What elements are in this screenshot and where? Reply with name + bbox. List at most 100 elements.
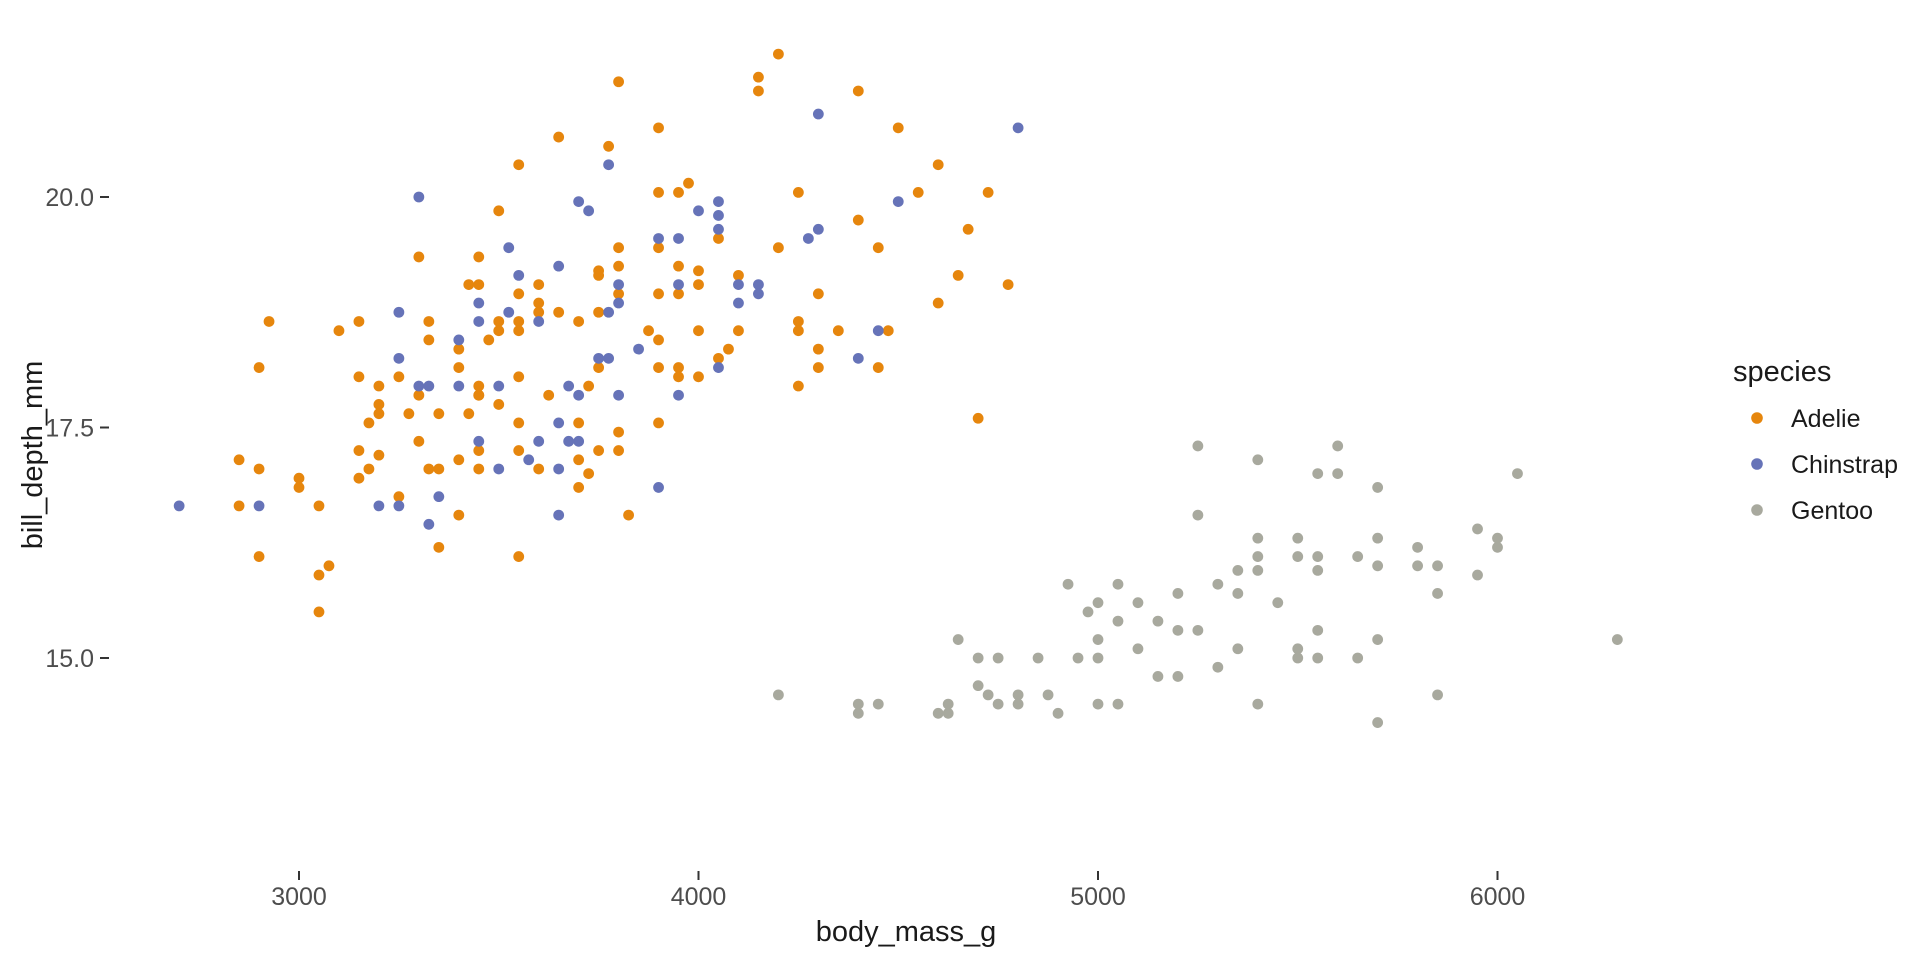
data-point-chinstrap: [633, 343, 644, 355]
data-point-adelie: [333, 325, 345, 337]
data-point-adelie: [653, 186, 664, 198]
data-point-chinstrap: [613, 297, 624, 309]
x-axis: 3000 4000 5000 6000 body_mass_g: [271, 871, 1525, 948]
data-point-adelie: [513, 316, 525, 327]
data-point-gentoo: [1092, 652, 1104, 664]
data-point-adelie: [513, 445, 525, 456]
y-tick-label: 15.0: [45, 645, 94, 673]
data-point-adelie: [972, 412, 984, 424]
data-point-adelie: [773, 48, 784, 60]
data-point-adelie: [423, 316, 435, 327]
data-point-chinstrap: [533, 316, 545, 327]
y-tick: 20.0: [45, 184, 109, 212]
data-point-chinstrap: [503, 306, 515, 318]
data-point-chinstrap: [553, 509, 565, 521]
data-point-gentoo: [1372, 634, 1384, 645]
data-point-gentoo: [1312, 652, 1324, 664]
data-point-adelie: [952, 269, 964, 281]
data-point-chinstrap: [393, 500, 405, 512]
data-point-adelie: [493, 316, 505, 327]
data-point-adelie: [693, 325, 704, 337]
data-point-chinstrap: [653, 233, 664, 244]
data-point-chinstrap: [802, 233, 814, 244]
data-point-gentoo: [1092, 597, 1104, 609]
data-point-gentoo: [1062, 578, 1074, 590]
data-point-gentoo: [1132, 597, 1144, 609]
data-point-gentoo: [952, 634, 964, 645]
y-axis-title: bill_depth_mm: [17, 361, 49, 550]
data-point-gentoo: [1312, 624, 1324, 636]
data-point-chinstrap: [413, 191, 425, 203]
data-point-adelie: [653, 362, 664, 373]
data-point-adelie: [673, 288, 684, 300]
data-point-adelie: [653, 417, 664, 429]
data-point-gentoo: [1232, 643, 1244, 655]
data-point-gentoo: [1212, 661, 1224, 673]
data-point-gentoo: [942, 707, 954, 719]
x-tick: 4000: [671, 871, 726, 911]
data-point-chinstrap: [653, 482, 664, 493]
data-point-chinstrap: [563, 435, 575, 447]
data-point-gentoo: [852, 707, 864, 719]
data-point-adelie: [593, 362, 605, 373]
data-point-adelie: [323, 560, 335, 572]
data-point-adelie: [373, 380, 385, 392]
legend-dot-gentoo: [1751, 504, 1763, 516]
data-point-adelie: [693, 279, 704, 290]
data-point-gentoo: [1332, 468, 1344, 479]
data-point-adelie: [533, 463, 545, 475]
data-point-chinstrap: [852, 352, 864, 364]
data-point-adelie: [453, 343, 465, 355]
data-point-adelie: [693, 371, 704, 383]
data-point-adelie: [593, 445, 605, 456]
data-point-adelie: [373, 399, 385, 410]
data-point-adelie: [852, 85, 864, 97]
data-point-adelie: [653, 334, 664, 346]
data-point-adelie: [613, 445, 624, 456]
data-point-gentoo: [942, 698, 954, 710]
data-point-chinstrap: [573, 196, 585, 208]
data-point-gentoo: [972, 652, 984, 664]
data-point-chinstrap: [473, 316, 485, 327]
data-point-chinstrap: [173, 500, 185, 512]
data-point-chinstrap: [503, 242, 515, 254]
data-point-chinstrap: [493, 463, 505, 475]
data-point-adelie: [653, 122, 664, 134]
data-point-gentoo: [1372, 717, 1384, 728]
data-point-adelie: [643, 325, 654, 337]
data-point-adelie: [713, 352, 724, 364]
data-point-adelie: [233, 500, 245, 512]
data-point-adelie: [653, 288, 664, 300]
data-point-gentoo: [1012, 689, 1024, 701]
legend-title: species: [1733, 356, 1831, 388]
data-point-adelie: [753, 71, 764, 83]
data-point-chinstrap: [563, 380, 575, 392]
data-point-adelie: [912, 186, 924, 198]
data-point-adelie: [653, 242, 664, 254]
data-point-adelie: [792, 186, 804, 198]
data-point-adelie: [493, 399, 505, 410]
data-point-gentoo: [1372, 560, 1384, 572]
data-point-gentoo: [1472, 569, 1483, 581]
data-point-adelie: [553, 306, 565, 318]
data-point-adelie: [533, 306, 545, 318]
data-point-gentoo: [1232, 588, 1244, 599]
data-point-adelie: [613, 260, 624, 272]
data-point-gentoo: [972, 680, 984, 692]
data-point-chinstrap: [693, 205, 704, 217]
data-point-adelie: [473, 251, 485, 263]
data-point-gentoo: [1292, 643, 1304, 655]
data-point-adelie: [263, 316, 275, 327]
data-point-gentoo: [1252, 565, 1264, 576]
data-point-gentoo: [1192, 509, 1204, 521]
data-point-chinstrap: [373, 500, 385, 512]
data-point-adelie: [623, 509, 634, 521]
data-point-chinstrap: [423, 518, 435, 530]
data-point-gentoo: [1432, 560, 1443, 572]
data-point-chinstrap: [812, 108, 824, 120]
data-point-adelie: [583, 380, 595, 392]
data-point-adelie: [393, 491, 405, 503]
data-point-chinstrap: [513, 269, 525, 281]
data-point-adelie: [513, 551, 525, 562]
data-point-adelie: [513, 288, 525, 300]
